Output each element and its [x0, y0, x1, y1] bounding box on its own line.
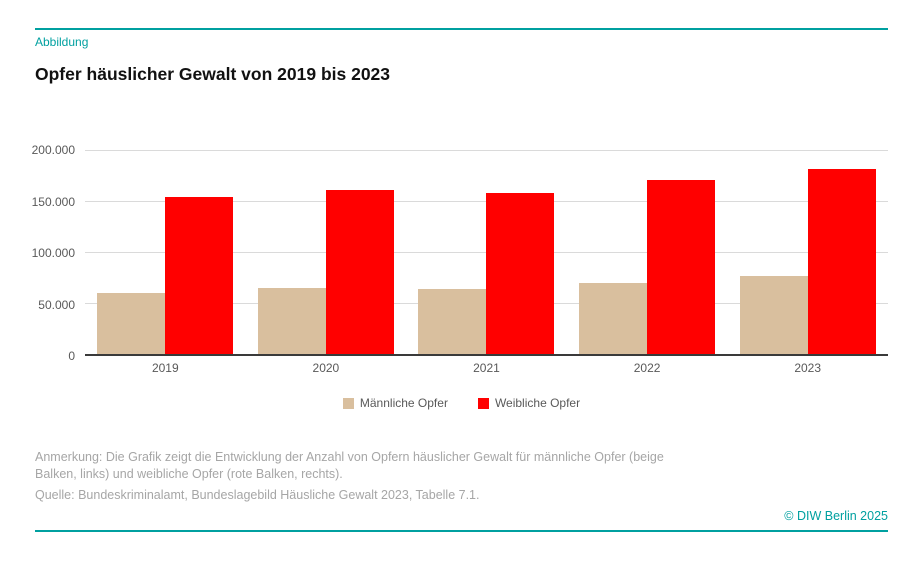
x-tick-label: 2019	[151, 361, 179, 375]
x-tick-label: 2021	[473, 361, 500, 375]
bar-weibliche-opfer	[807, 169, 876, 354]
bar-group-2020	[246, 150, 407, 354]
figure-kicker: Abbildung	[35, 35, 89, 49]
bar-weibliche-opfer	[486, 192, 555, 354]
y-tick-label: 0	[68, 349, 75, 363]
legend-item-weibliche-opfer: Weibliche Opfer	[477, 396, 581, 410]
plot-area	[85, 150, 888, 356]
x-tick-label: 2020	[312, 361, 340, 375]
legend-label-maennliche-opfer: Männliche Opfer	[359, 396, 448, 410]
y-tick-label: 100.000	[31, 246, 75, 260]
bar-weibliche-opfer	[647, 179, 716, 354]
bar-group-2021	[406, 150, 567, 354]
legend: Männliche Opfer Weibliche Opfer	[35, 396, 888, 410]
legend-swatch-weibliche-opfer	[477, 397, 489, 409]
bars	[85, 150, 888, 354]
bar-maennliche-opfer	[257, 287, 326, 354]
legend-item-maennliche-opfer: Männliche Opfer	[342, 396, 448, 410]
chart-title: Opfer häuslicher Gewalt von 2019 bis 202…	[35, 64, 391, 84]
legend-swatch-maennliche-opfer	[342, 397, 354, 409]
bar-maennliche-opfer	[418, 288, 487, 354]
bar-maennliche-opfer	[97, 292, 166, 354]
y-tick-label: 150.000	[31, 194, 75, 209]
bar-weibliche-opfer	[165, 196, 234, 354]
y-tick-label: 50.000	[38, 297, 75, 312]
bar-group-2019	[85, 150, 246, 354]
y-tick-label: 200.000	[31, 143, 75, 157]
x-tick-label: 2022	[633, 361, 661, 375]
bar-group-2022	[567, 150, 728, 354]
bar-group-2023	[727, 150, 888, 354]
bar-chart: 0 50.000 100.000 150.000 200.000	[31, 143, 888, 363]
source-text: Quelle: Bundeskriminalamt, Bundeslagebil…	[35, 488, 480, 502]
bar-maennliche-opfer	[739, 276, 808, 354]
copyright-text: © DIW Berlin 2025	[784, 509, 888, 523]
bottom-divider	[35, 530, 888, 532]
bar-maennliche-opfer	[579, 283, 648, 354]
gridline	[85, 150, 888, 151]
top-divider	[35, 28, 888, 30]
legend-label-weibliche-opfer: Weibliche Opfer	[494, 396, 581, 410]
y-axis: 0 50.000 100.000 150.000 200.000	[31, 143, 85, 363]
note-text: Anmerkung: Die Grafik zeigt die Entwickl…	[35, 450, 664, 481]
x-axis-labels: 2019 2020 2021 2022 2023	[85, 361, 888, 375]
x-tick-label: 2023	[794, 361, 822, 375]
bar-weibliche-opfer	[325, 189, 394, 354]
